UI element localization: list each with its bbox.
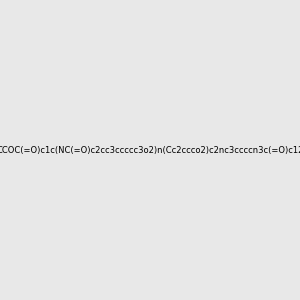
Text: CCOC(=O)c1c(NC(=O)c2cc3ccccc3o2)n(Cc2ccco2)c2nc3ccccn3c(=O)c12: CCOC(=O)c1c(NC(=O)c2cc3ccccc3o2)n(Cc2ccc… <box>0 146 300 154</box>
